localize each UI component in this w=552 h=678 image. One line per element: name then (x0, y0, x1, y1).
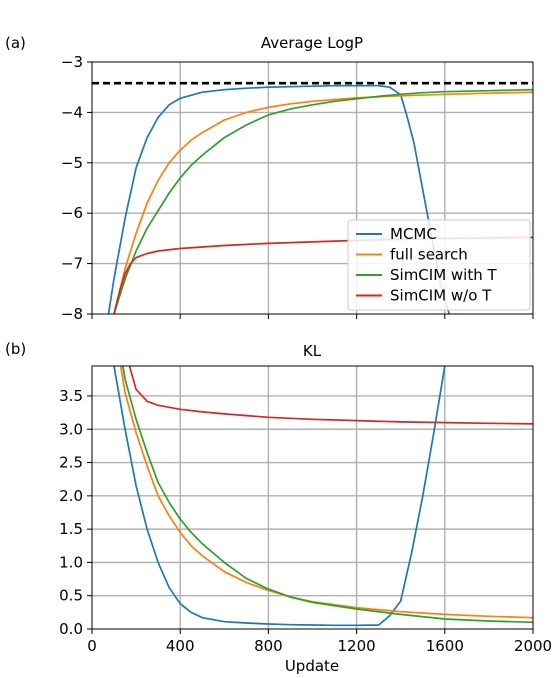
panel-b-axes-ticks: 0 400 800 1200 1600 2000 0.0 0.5 1.0 1.5 2.0 2.5 3.0… (59, 387, 552, 655)
series-line-full-search (119, 366, 533, 619)
panel-a-plot-frame (91, 61, 534, 315)
panel-a-legend: MCMC full search SimCIM with T SimCIM w/o T (347, 219, 531, 311)
y-tick-label: 2.5 (59, 454, 83, 472)
series-line-simcim-with-t (122, 366, 533, 624)
series-line-mcmc (107, 84, 451, 314)
panel-a-gridlines (92, 62, 533, 314)
y-tick-label: 0.5 (59, 587, 83, 605)
y-tick-label: −7 (61, 255, 83, 273)
x-tick-label: 0 (87, 637, 97, 655)
y-tick-label: −4 (61, 103, 83, 121)
panel-a-label: (a) (5, 34, 26, 52)
panel-b-gridlines (92, 366, 533, 629)
series-line-full-search (113, 91, 533, 314)
panel-a-title: Average LogP (261, 34, 363, 52)
panel-b-plot-frame (91, 365, 534, 630)
x-tick-label: 2000 (514, 637, 552, 655)
x-tick-label: 400 (166, 637, 195, 655)
series-line-simcim-w-o-t (128, 366, 533, 425)
y-tick-label: 1.0 (59, 553, 83, 571)
panel-b-series (113, 366, 533, 627)
y-tick-label: −3 (61, 53, 83, 71)
y-tick-label: 1.5 (59, 520, 83, 538)
series-line-mcmc (113, 366, 446, 627)
x-tick-label: 1600 (426, 637, 464, 655)
panel-b-title: KL (303, 342, 322, 360)
y-tick-label: −6 (61, 204, 83, 222)
legend-frame (347, 219, 531, 311)
series-line-simcim-with-t (113, 88, 533, 314)
y-tick-label: 2.0 (59, 487, 83, 505)
x-tick-label: 1200 (338, 637, 376, 655)
panel-b-label: (b) (5, 340, 26, 358)
y-tick-label: −5 (61, 154, 83, 172)
y-tick-label: 3.5 (59, 387, 83, 405)
legend-label-simcim-w-o-t: SimCIM w/o T (390, 287, 492, 305)
panel-b-kl: (b) KL 0 400 800 1200 1600 2000 0.0 0.5 1.0 1.5 2.… (5, 340, 552, 675)
panel-b-xlabel: Update (285, 657, 339, 675)
legend-label-mcmc: MCMC (390, 225, 437, 243)
y-tick-label: −8 (61, 305, 83, 323)
legend-label-simcim-with-t: SimCIM with T (390, 266, 498, 284)
legend-label-full-search: full search (390, 246, 468, 264)
panel-a-axes-ticks: −8 −7 −6 −5 −4 −3 (61, 53, 534, 323)
panel-a-logp: (a) Average LogP −8 −7 −6 −5 −4 −3 MCMC full s… (5, 34, 534, 323)
x-tick-label: 800 (254, 637, 283, 655)
y-tick-label: 0.0 (59, 620, 83, 638)
y-tick-label: 3.0 (59, 420, 83, 438)
